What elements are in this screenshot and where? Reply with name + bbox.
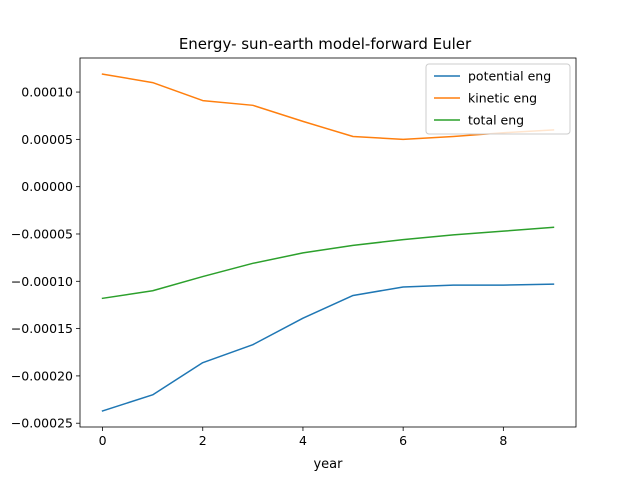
chart-title: Energy- sun-earth model-forward Euler [179,35,472,53]
legend-label: kinetic eng [468,91,537,106]
legend: potential eng kinetic eng total eng [425,63,571,135]
series-line-total-eng [101,226,555,300]
x-axis: 0 2 4 6 8 [99,427,507,448]
axes-frame [79,57,577,428]
x-tick-label: 2 [199,433,207,448]
y-tick-label: −0.00015 [11,321,73,336]
legend-label: potential eng [468,69,551,84]
x-tick-label: 6 [399,433,407,448]
y-tick-label: 0.00005 [21,132,73,147]
x-tick-label: 8 [499,433,507,448]
x-tick-label: 4 [299,433,307,448]
y-axis: −0.00025 −0.00020 −0.00015 −0.00010 −0.00005… [11,85,80,431]
series-line-kinetic-eng [101,73,555,141]
plot-area [79,57,577,428]
series-line-potential-eng [101,283,555,412]
legend-box [425,63,571,135]
y-tick-label: −0.00025 [11,416,73,431]
x-tick-label: 0 [99,433,107,448]
x-axis-label: year [313,457,343,472]
y-tick-label: 0.00000 [21,179,73,194]
y-tick-label: 0.00010 [21,85,73,100]
y-tick-label: −0.00010 [11,274,73,289]
y-tick-label: −0.00005 [11,226,73,241]
y-tick-label: −0.00020 [11,368,73,383]
legend-label: total eng [468,113,524,128]
